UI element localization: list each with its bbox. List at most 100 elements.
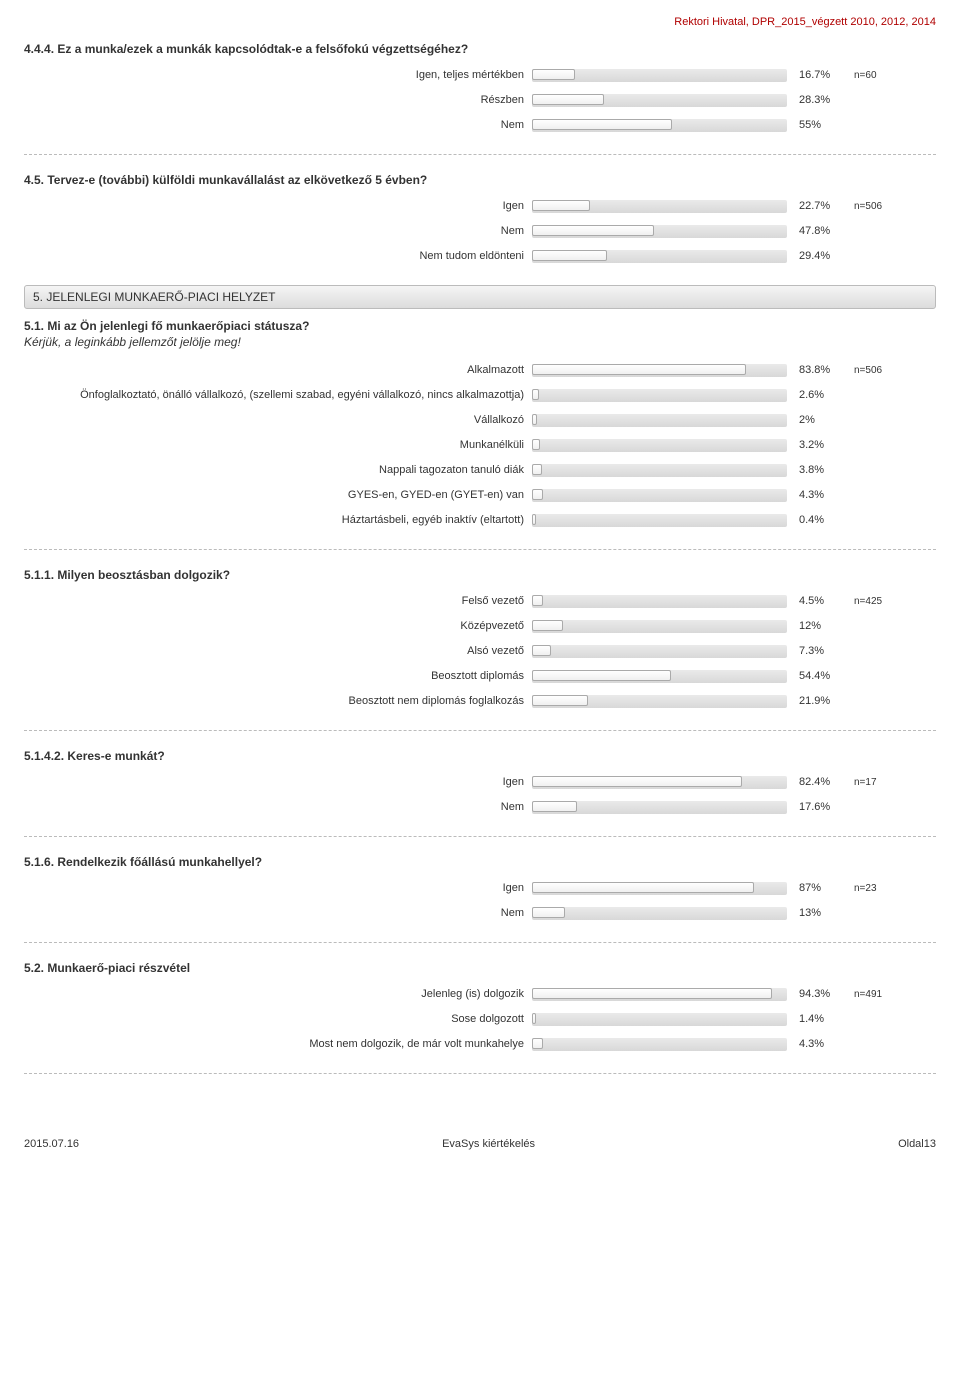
option-label: Nem (24, 225, 532, 237)
divider (24, 1073, 936, 1074)
option-row: Háztartásbeli, egyéb inaktív (eltartott)… (24, 509, 936, 531)
bar-fill (532, 1038, 543, 1049)
bar-fill (532, 414, 537, 425)
bar-fill (532, 489, 543, 500)
option-row: Igen22.7%n=506 (24, 195, 936, 217)
option-value: 21.9% (787, 695, 854, 707)
option-row: Önfoglalkoztató, önálló vállalkozó, (sze… (24, 384, 936, 406)
bar-fill (532, 119, 672, 130)
content: 4.4.4. Ez a munka/ezek a munkák kapcsoló… (24, 42, 936, 1074)
option-row: Jelenleg (is) dolgozik94.3%n=491 (24, 983, 936, 1005)
option-label: Munkanélküli (24, 439, 532, 451)
bar-track (532, 389, 787, 402)
option-row: Részben28.3% (24, 89, 936, 111)
bar-fill (532, 389, 539, 400)
option-n: n=506 (854, 365, 914, 376)
option-label: Igen (24, 882, 532, 894)
question-title: 4.5. Tervez-e (további) külföldi munkavá… (24, 173, 936, 187)
bar-fill (532, 200, 590, 211)
option-label: Jelenleg (is) dolgozik (24, 988, 532, 1000)
bar-track (532, 225, 787, 238)
bar-track (532, 1013, 787, 1026)
option-value: 13% (787, 907, 854, 919)
option-row: GYES-en, GYED-en (GYET-en) van4.3% (24, 484, 936, 506)
option-value: 87% (787, 882, 854, 894)
option-label: Nem (24, 119, 532, 131)
option-value: 82.4% (787, 776, 854, 788)
option-value: 22.7% (787, 200, 854, 212)
section-header: 5. JELENLEGI MUNKAERŐ-PIACI HELYZET (24, 285, 936, 309)
bar-track (532, 988, 787, 1001)
option-label: Beosztott nem diplomás foglalkozás (24, 695, 532, 707)
bar-track (532, 514, 787, 527)
question-title: 5.1. Mi az Ön jelenlegi fő munkaerőpiaci… (24, 319, 936, 333)
bar-track (532, 801, 787, 814)
option-label: Sose dolgozott (24, 1013, 532, 1025)
bar-fill (532, 988, 772, 999)
option-label: Nem (24, 801, 532, 813)
option-n: n=425 (854, 596, 914, 607)
option-label: Most nem dolgozik, de már volt munkahely… (24, 1038, 532, 1050)
footer-center: EvaSys kiértékelés (442, 1138, 535, 1150)
option-label: Nem (24, 907, 532, 919)
question-title: 5.1.6. Rendelkezik főállású munkahellyel… (24, 855, 936, 869)
bar-track (532, 670, 787, 683)
divider (24, 836, 936, 837)
option-label: Igen, teljes mértékben (24, 69, 532, 81)
option-row: Vállalkozó2% (24, 409, 936, 431)
bar-fill (532, 670, 671, 681)
option-label: Nem tudom eldönteni (24, 250, 532, 262)
bar-track (532, 364, 787, 377)
option-row: Alkalmazott83.8%n=506 (24, 359, 936, 381)
option-row: Nem17.6% (24, 796, 936, 818)
option-row: Igen, teljes mértékben16.7%n=60 (24, 64, 936, 86)
option-row: Munkanélküli 3.2% (24, 434, 936, 456)
option-n: n=17 (854, 777, 914, 788)
bar-track (532, 882, 787, 895)
question-title: 5.2. Munkaerő-piaci részvétel (24, 961, 936, 975)
footer-right: Oldal13 (898, 1138, 936, 1150)
bar-fill (532, 776, 742, 787)
option-value: 28.3% (787, 94, 854, 106)
bar-track (532, 620, 787, 633)
option-row: Felső vezető4.5%n=425 (24, 590, 936, 612)
question-title: 5.1.4.2. Keres-e munkát? (24, 749, 936, 763)
option-row: Nappali tagozaton tanuló diák 3.8% (24, 459, 936, 481)
bar-track (532, 1038, 787, 1051)
option-value: 4.5% (787, 595, 854, 607)
option-row: Nem tudom eldönteni29.4% (24, 245, 936, 267)
option-value: 1.4% (787, 1013, 854, 1025)
bar-track (532, 776, 787, 789)
bar-track (532, 907, 787, 920)
option-value: 3.8% (787, 464, 854, 476)
option-label: Háztartásbeli, egyéb inaktív (eltartott) (24, 514, 532, 526)
bar-fill (532, 250, 607, 261)
bar-fill (532, 1013, 536, 1024)
option-value: 2.6% (787, 389, 854, 401)
divider (24, 942, 936, 943)
bar-fill (532, 907, 565, 918)
bar-fill (532, 620, 563, 631)
bar-track (532, 595, 787, 608)
bar-track (532, 200, 787, 213)
footer: 2015.07.16 EvaSys kiértékelés Oldal13 (0, 1130, 960, 1162)
option-value: 2% (787, 414, 854, 426)
option-value: 4.3% (787, 489, 854, 501)
bar-fill (532, 69, 575, 80)
bar-fill (532, 595, 543, 606)
bar-track (532, 69, 787, 82)
bar-fill (532, 94, 604, 105)
bar-track (532, 250, 787, 263)
option-row: Igen87%n=23 (24, 877, 936, 899)
bar-track (532, 695, 787, 708)
bar-fill (532, 364, 746, 375)
option-label: Igen (24, 776, 532, 788)
option-label: Nappali tagozaton tanuló diák (24, 464, 532, 476)
option-value: 0.4% (787, 514, 854, 526)
bar-track (532, 119, 787, 132)
option-row: Beosztott nem diplomás foglalkozás 21.9% (24, 690, 936, 712)
option-value: 3.2% (787, 439, 854, 451)
bar-fill (532, 439, 540, 450)
bar-fill (532, 645, 551, 656)
option-row: Nem 13% (24, 902, 936, 924)
